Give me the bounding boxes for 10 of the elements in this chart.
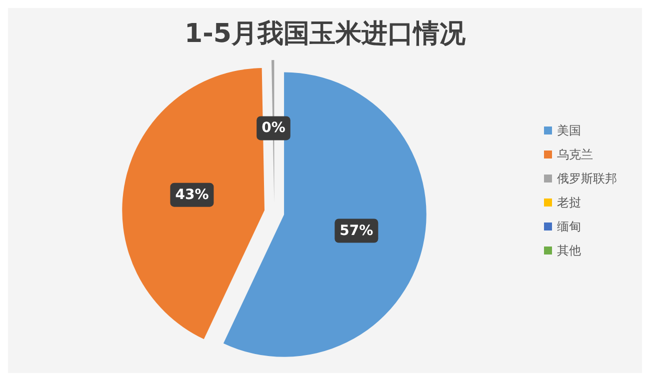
chart-title: 1-5月我国玉米进口情况 bbox=[184, 19, 466, 49]
legend-label: 老挝 bbox=[557, 196, 581, 210]
legend-label: 美国 bbox=[557, 124, 581, 138]
legend-label: 其他 bbox=[557, 244, 581, 258]
legend-label: 乌克兰 bbox=[557, 148, 593, 162]
data-label: 0% bbox=[262, 120, 286, 136]
data-label: 57% bbox=[340, 222, 374, 239]
data-label: 43% bbox=[175, 186, 209, 203]
legend-label: 俄罗斯联邦 bbox=[557, 172, 617, 186]
legend-label: 缅甸 bbox=[557, 220, 581, 234]
